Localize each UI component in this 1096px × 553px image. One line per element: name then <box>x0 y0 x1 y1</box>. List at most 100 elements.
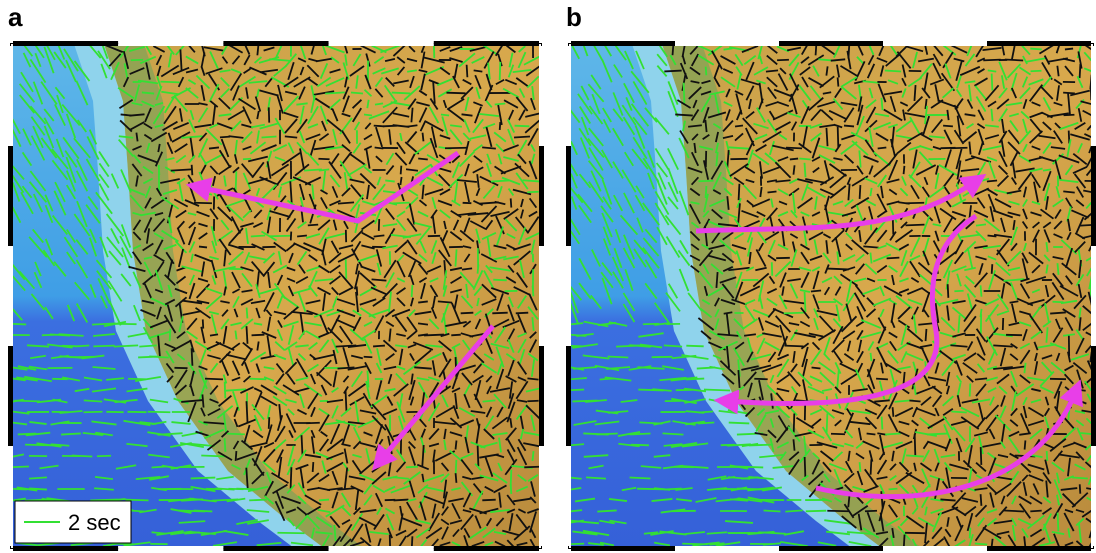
anisotropy-stick <box>406 467 418 468</box>
anisotropy-stick <box>374 126 385 127</box>
anisotropy-stick <box>664 71 681 72</box>
anisotropy-stick <box>738 370 739 388</box>
anisotropy-stick <box>630 478 651 479</box>
anisotropy-stick <box>844 126 854 127</box>
anisotropy-stick <box>716 272 717 288</box>
anisotropy-stick <box>699 412 713 413</box>
frame-tick <box>566 246 571 346</box>
anisotropy-stick <box>1058 513 1059 532</box>
frame-tick <box>8 146 13 246</box>
anisotropy-stick <box>423 133 424 142</box>
anisotropy-stick <box>631 445 649 446</box>
anisotropy-stick <box>462 268 472 269</box>
anisotropy-stick <box>492 313 507 314</box>
anisotropy-stick <box>766 70 778 71</box>
anisotropy-stick <box>981 285 982 296</box>
anisotropy-stick <box>142 92 154 93</box>
anisotropy-stick <box>456 440 457 449</box>
anisotropy-stick <box>438 301 452 302</box>
anisotropy-stick <box>684 83 685 104</box>
anisotropy-stick <box>698 422 715 423</box>
anisotropy-stick <box>975 544 987 545</box>
anisotropy-stick <box>225 438 226 452</box>
anisotropy-stick <box>870 188 871 196</box>
anisotropy-stick <box>735 125 743 126</box>
frame-tick <box>566 46 571 146</box>
anisotropy-stick <box>364 357 373 358</box>
anisotropy-stick <box>511 470 512 487</box>
anisotropy-stick <box>596 434 618 435</box>
anisotropy-stick <box>532 317 533 331</box>
anisotropy-stick <box>285 136 297 137</box>
anisotropy-stick <box>951 412 966 413</box>
frame-tick <box>329 546 434 551</box>
anisotropy-stick <box>297 235 307 236</box>
anisotropy-stick <box>704 390 730 391</box>
frame-tick <box>8 46 13 146</box>
anisotropy-stick <box>227 434 245 435</box>
anisotropy-stick <box>805 457 806 477</box>
anisotropy-stick <box>14 401 40 402</box>
anisotropy-stick <box>975 378 987 379</box>
frame-tick <box>434 546 539 551</box>
anisotropy-stick <box>319 500 329 501</box>
anisotropy-stick <box>318 159 329 160</box>
anisotropy-stick <box>629 434 650 435</box>
anisotropy-stick <box>958 315 959 333</box>
anisotropy-stick <box>461 313 474 314</box>
frame-tick <box>566 146 571 246</box>
anisotropy-stick <box>136 133 137 142</box>
anisotropy-stick <box>511 198 512 207</box>
anisotropy-stick <box>793 165 794 174</box>
anisotropy-stick <box>225 382 226 399</box>
anisotropy-stick <box>29 477 47 478</box>
anisotropy-stick <box>906 455 924 456</box>
anisotropy-stick <box>533 286 534 297</box>
anisotropy-stick <box>749 445 773 446</box>
anisotropy-stick <box>799 159 810 160</box>
anisotropy-stick <box>987 181 997 182</box>
anisotropy-stick <box>889 489 898 490</box>
anisotropy-stick <box>904 166 905 174</box>
anisotropy-stick <box>885 71 901 72</box>
anisotropy-stick <box>811 291 821 292</box>
anisotropy-stick <box>236 451 237 461</box>
anisotropy-stick <box>313 462 314 472</box>
anisotropy-stick <box>418 158 428 159</box>
anisotropy-stick <box>608 356 629 357</box>
anisotropy-stick <box>441 114 449 115</box>
anisotropy-stick <box>827 413 828 432</box>
frame-tick <box>1091 46 1096 146</box>
anisotropy-stick <box>699 181 714 182</box>
frame-tick <box>539 346 544 446</box>
anisotropy-stick <box>451 335 460 336</box>
anisotropy-stick <box>1025 440 1026 449</box>
anisotropy-stick <box>838 127 839 147</box>
anisotropy-stick <box>192 348 193 365</box>
anisotropy-stick <box>72 456 93 457</box>
map <box>8 41 544 551</box>
anisotropy-stick <box>871 353 872 361</box>
anisotropy-stick <box>870 253 871 264</box>
frame-tick <box>223 546 328 551</box>
anisotropy-stick <box>385 180 394 181</box>
frame-tick <box>539 46 544 146</box>
anisotropy-stick <box>411 108 412 123</box>
anisotropy-stick <box>191 478 216 479</box>
anisotropy-stick <box>729 423 750 424</box>
anisotropy-stick <box>860 462 861 472</box>
anisotropy-stick <box>909 400 920 401</box>
anisotropy-stick <box>375 103 383 104</box>
anisotropy-stick <box>976 224 986 225</box>
anisotropy-stick <box>1069 131 1070 144</box>
anisotropy-stick <box>346 391 347 411</box>
frame-tick <box>118 41 223 46</box>
frame-tick <box>566 446 571 546</box>
anisotropy-stick <box>1072 477 1088 478</box>
anisotropy-stick <box>532 451 533 461</box>
anisotropy-stick <box>927 434 947 435</box>
anisotropy-stick <box>706 67 707 76</box>
anisotropy-stick <box>247 308 248 319</box>
anisotropy-stick <box>29 488 47 489</box>
anisotropy-stick <box>418 301 428 302</box>
